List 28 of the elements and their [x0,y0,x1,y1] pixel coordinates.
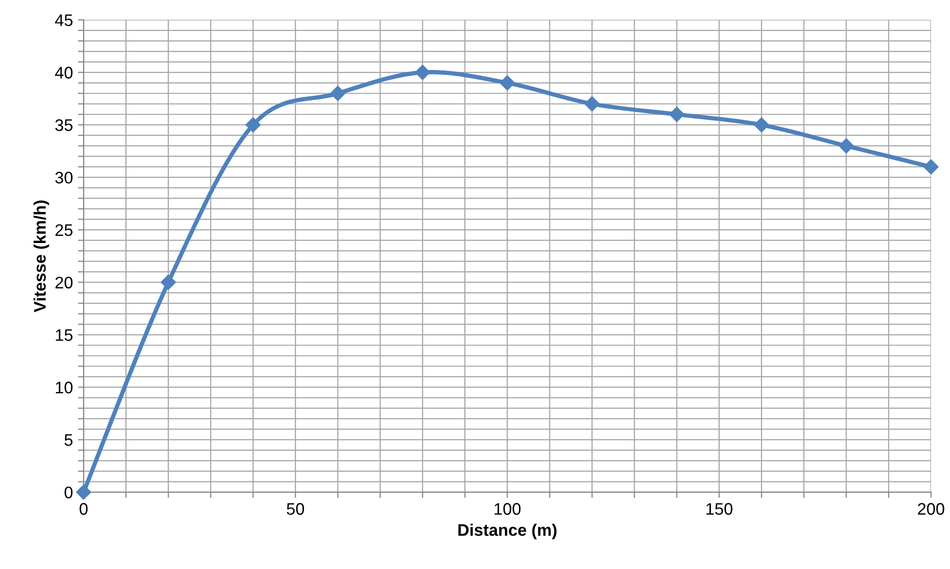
x-axis-title: Distance (m) [458,524,556,540]
x-tick-label: 150 [706,503,732,515]
y-tick-label: 40 [55,66,73,79]
y-tick-label: 45 [55,14,72,26]
y-tick-label: 15 [56,329,72,341]
y-tick-label: 20 [55,276,73,288]
point [754,117,770,132]
point [414,64,430,80]
point [838,138,854,154]
x-tick-label: 50 [286,503,304,515]
x-tick-label: 200 [918,503,944,515]
x-tick-label: 0 [80,503,88,515]
point [500,75,515,90]
y-tick-label: 10 [56,382,73,394]
y-axis-title: Vitesse (km/h) [34,200,50,312]
point [160,274,176,290]
point [584,96,600,112]
y-tick-label: 35 [55,119,72,132]
point [330,86,346,101]
y-tick-label: 30 [55,172,73,184]
point [669,106,684,122]
point [246,117,261,132]
y-tick-label: 0 [64,486,73,498]
y-tick-label: 25 [55,224,72,236]
point [923,159,939,174]
point [76,484,92,500]
x-tick-label: 100 [494,503,521,515]
y-tick-label: 5 [64,434,72,446]
